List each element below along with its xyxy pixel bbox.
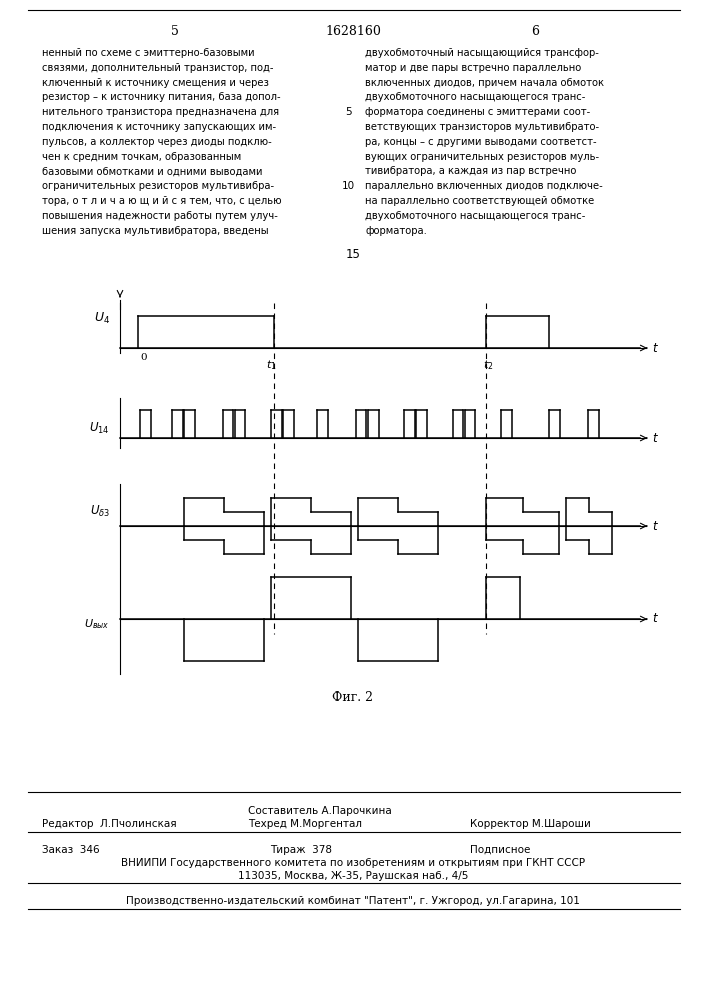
Text: тора, о т л и ч а ю щ и й с я тем, что, с целью: тора, о т л и ч а ю щ и й с я тем, что, … (42, 196, 281, 206)
Text: 1628160: 1628160 (325, 25, 381, 38)
Text: Фиг. 2: Фиг. 2 (332, 691, 373, 704)
Text: чен к средним точкам, образованным: чен к средним точкам, образованным (42, 152, 241, 162)
Text: пульсов, а коллектор через диоды подклю-: пульсов, а коллектор через диоды подклю- (42, 137, 271, 147)
Text: 113035, Москва, Ж-35, Раушская наб., 4/5: 113035, Москва, Ж-35, Раушская наб., 4/5 (238, 871, 468, 881)
Text: двухобмоточный насыщающийся трансфор-: двухобмоточный насыщающийся трансфор- (365, 48, 599, 58)
Text: базовыми обмотками и одними выводами: базовыми обмотками и одними выводами (42, 166, 262, 176)
Text: параллельно включенных диодов подключе-: параллельно включенных диодов подключе- (365, 181, 603, 191)
Text: нительного транзистора предназначена для: нительного транзистора предназначена для (42, 107, 279, 117)
Text: Составитель А.Парочкина: Составитель А.Парочкина (248, 806, 392, 816)
Text: Редактор  Л.Пчолинская: Редактор Л.Пчолинская (42, 819, 177, 829)
Text: включенных диодов, причем начала обмоток: включенных диодов, причем начала обмоток (365, 78, 604, 88)
Text: двухобмоточного насыщающегося транс-: двухобмоточного насыщающегося транс- (365, 211, 585, 221)
Text: ненный по схеме с эмиттерно-базовыми: ненный по схеме с эмиттерно-базовыми (42, 48, 255, 58)
Text: $U_{\delta3}$: $U_{\delta3}$ (90, 503, 110, 519)
Text: на параллельно соответствующей обмотке: на параллельно соответствующей обмотке (365, 196, 595, 206)
Text: $U_4$: $U_4$ (94, 310, 110, 326)
Text: 15: 15 (346, 248, 361, 261)
Text: $t$: $t$ (652, 432, 659, 444)
Text: 10: 10 (341, 181, 355, 191)
Text: $U_{вых}$: $U_{вых}$ (84, 617, 110, 631)
Text: 0: 0 (140, 353, 146, 362)
Text: резистор – к источнику питания, база допол-: резистор – к источнику питания, база доп… (42, 92, 281, 102)
Text: Техред М.Моргентал: Техред М.Моргентал (248, 819, 362, 829)
Text: Корректор М.Шароши: Корректор М.Шароши (470, 819, 591, 829)
Text: подключения к источнику запускающих им-: подключения к источнику запускающих им- (42, 122, 276, 132)
Text: вующих ограничительных резисторов муль-: вующих ограничительных резисторов муль- (365, 152, 599, 162)
Text: ограничительных резисторов мультивибра-: ограничительных резисторов мультивибра- (42, 181, 274, 191)
Text: форматора соединены с эмиттерами соот-: форматора соединены с эмиттерами соот- (365, 107, 590, 117)
Text: матор и две пары встречно параллельно: матор и две пары встречно параллельно (365, 63, 581, 73)
Text: связями, дополнительный транзистор, под-: связями, дополнительный транзистор, под- (42, 63, 274, 73)
Text: тивибратора, а каждая из пар встречно: тивибратора, а каждая из пар встречно (365, 166, 576, 176)
Text: Тираж  378: Тираж 378 (270, 845, 332, 855)
Text: ра, концы – с другими выводами соответст-: ра, концы – с другими выводами соответст… (365, 137, 597, 147)
Text: шения запуска мультивибратора, введены: шения запуска мультивибратора, введены (42, 226, 269, 236)
Text: двухобмоточного насыщающегося транс-: двухобмоточного насыщающегося транс- (365, 92, 585, 102)
Text: $t$: $t$ (652, 342, 659, 355)
Text: ключенный к источнику смещения и через: ключенный к источнику смещения и через (42, 78, 269, 88)
Text: ветствующих транзисторов мультивибрато-: ветствующих транзисторов мультивибрато- (365, 122, 599, 132)
Text: Заказ  346: Заказ 346 (42, 845, 100, 855)
Text: Производственно-издательский комбинат "Патент", г. Ужгород, ул.Гагарина, 101: Производственно-издательский комбинат "П… (126, 896, 580, 906)
Text: ВНИИПИ Государственного комитета по изобретениям и открытиям при ГКНТ СССР: ВНИИПИ Государственного комитета по изоб… (121, 858, 585, 868)
Text: $t$: $t$ (652, 520, 659, 532)
Text: повышения надежности работы путем улуч-: повышения надежности работы путем улуч- (42, 211, 278, 221)
Text: Подписное: Подписное (470, 845, 530, 855)
Text: 5: 5 (171, 25, 179, 38)
Text: 5: 5 (345, 107, 351, 117)
Text: 6: 6 (531, 25, 539, 38)
Text: $U_{14}$: $U_{14}$ (89, 420, 110, 436)
Text: форматора.: форматора. (365, 226, 427, 236)
Text: $t$: $t$ (652, 612, 659, 626)
Text: $t_1$: $t_1$ (267, 358, 277, 372)
Text: $t_2$: $t_2$ (483, 358, 493, 372)
